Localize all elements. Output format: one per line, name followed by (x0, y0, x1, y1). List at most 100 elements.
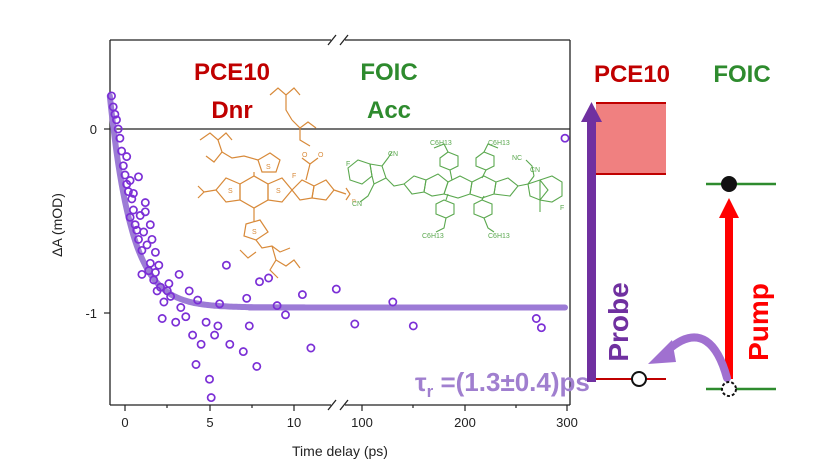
data-point (150, 247, 160, 257)
data-point (134, 234, 143, 244)
pce10-molecule-atoms: S S S S F O O n (228, 152, 356, 236)
data-point (281, 310, 290, 320)
data-point (159, 297, 169, 307)
energy-level-diagram: PCE10 FOIC Probe Pump (581, 61, 776, 397)
data-point (181, 312, 191, 322)
data-point (531, 314, 541, 323)
data-point (123, 187, 133, 197)
data-point (150, 268, 160, 277)
data-point (210, 330, 220, 340)
svg-text:O: O (302, 152, 308, 159)
svg-text:C6H13: C6H13 (430, 140, 452, 147)
x-axis-title: Time delay (ps) (292, 443, 388, 459)
svg-text:S: S (252, 229, 257, 236)
data-point (206, 393, 216, 403)
svg-text:F: F (292, 173, 296, 180)
svg-text:F: F (346, 161, 350, 168)
data-point (255, 277, 264, 287)
data-point (196, 339, 206, 349)
pce10-molecule-structure (197, 87, 351, 279)
data-point (297, 290, 307, 300)
data-point (110, 109, 120, 119)
x-tick-label-100: 100 (351, 415, 373, 430)
data-point (113, 124, 123, 134)
data-point (157, 314, 167, 323)
probe-label: Probe (603, 282, 634, 361)
hole-transfer-arrow-head (648, 340, 676, 364)
data-point (536, 323, 546, 333)
data-point (193, 295, 203, 305)
data-point (145, 258, 155, 268)
x-tick-label-300: 300 (556, 415, 578, 430)
data-point (140, 198, 150, 208)
data-point (128, 188, 138, 198)
svg-text:F: F (560, 205, 564, 212)
foic-diagram-label: FOIC (713, 61, 770, 88)
transient-absorption-chart: 0 -1 ΔA (mOD) 0 5 10 100 200 300 Time de… (49, 34, 590, 459)
probe-arrow-head (581, 102, 602, 122)
x-ticks (124, 405, 568, 411)
data-point (130, 220, 140, 230)
hole-pce10 (631, 371, 647, 387)
data-points (107, 91, 570, 403)
data-point (118, 161, 128, 171)
data-point (147, 234, 157, 244)
pce10-chart-label: PCE10 (194, 59, 270, 86)
data-point (154, 260, 164, 270)
electron-foic (721, 176, 737, 192)
y-axis-title: ΔA (mOD) (49, 193, 65, 257)
data-point (112, 115, 121, 125)
pce10-level-box (596, 103, 666, 174)
data-point (174, 269, 184, 279)
data-point (176, 303, 186, 312)
data-point (156, 282, 165, 292)
data-point (117, 146, 127, 156)
data-point (125, 212, 135, 222)
data-point (201, 317, 211, 327)
data-point (264, 273, 274, 283)
data-point (127, 194, 137, 204)
pump-arrow-head (719, 198, 739, 218)
svg-text:O: O (318, 152, 324, 159)
data-point (408, 321, 418, 331)
data-point (238, 347, 248, 357)
svg-text:NC: NC (512, 155, 522, 162)
data-point (125, 176, 135, 185)
axis-break-top (327, 34, 349, 46)
data-point (115, 133, 125, 143)
data-point (272, 301, 282, 311)
data-point (242, 293, 252, 303)
svg-text:C6H13: C6H13 (488, 140, 510, 147)
data-point (164, 279, 174, 289)
svg-text:S: S (228, 188, 233, 195)
data-point (142, 240, 152, 250)
y-tick-label-0: 0 (90, 122, 97, 137)
data-point (137, 269, 147, 279)
probe-arrow-shaft (587, 118, 596, 382)
data-point (221, 260, 231, 270)
svg-text:CN: CN (352, 201, 362, 208)
svg-text:S: S (266, 164, 271, 171)
data-point (171, 317, 181, 327)
x-tick-label-0: 0 (121, 415, 128, 430)
svg-text:C6H13: C6H13 (488, 233, 510, 240)
data-point (122, 152, 132, 162)
svg-text:CN: CN (388, 151, 398, 158)
hole-transfer-arrow (664, 333, 731, 382)
svg-text:C6H13: C6H13 (422, 233, 444, 240)
pce10-diagram-label: PCE10 (594, 61, 670, 88)
data-point (306, 343, 316, 353)
acc-label: Acc (367, 97, 411, 124)
pump-label: Pump (743, 283, 774, 361)
x-tick-label-5: 5 (206, 415, 213, 430)
dnr-label: Dnr (211, 97, 252, 124)
data-point (213, 321, 223, 331)
data-point (191, 360, 201, 369)
svg-text:n: n (352, 198, 356, 205)
data-point (120, 170, 130, 180)
data-point (215, 299, 225, 309)
data-point (166, 291, 176, 301)
hole-foic (721, 381, 737, 397)
foic-chart-label: FOIC (360, 59, 417, 86)
